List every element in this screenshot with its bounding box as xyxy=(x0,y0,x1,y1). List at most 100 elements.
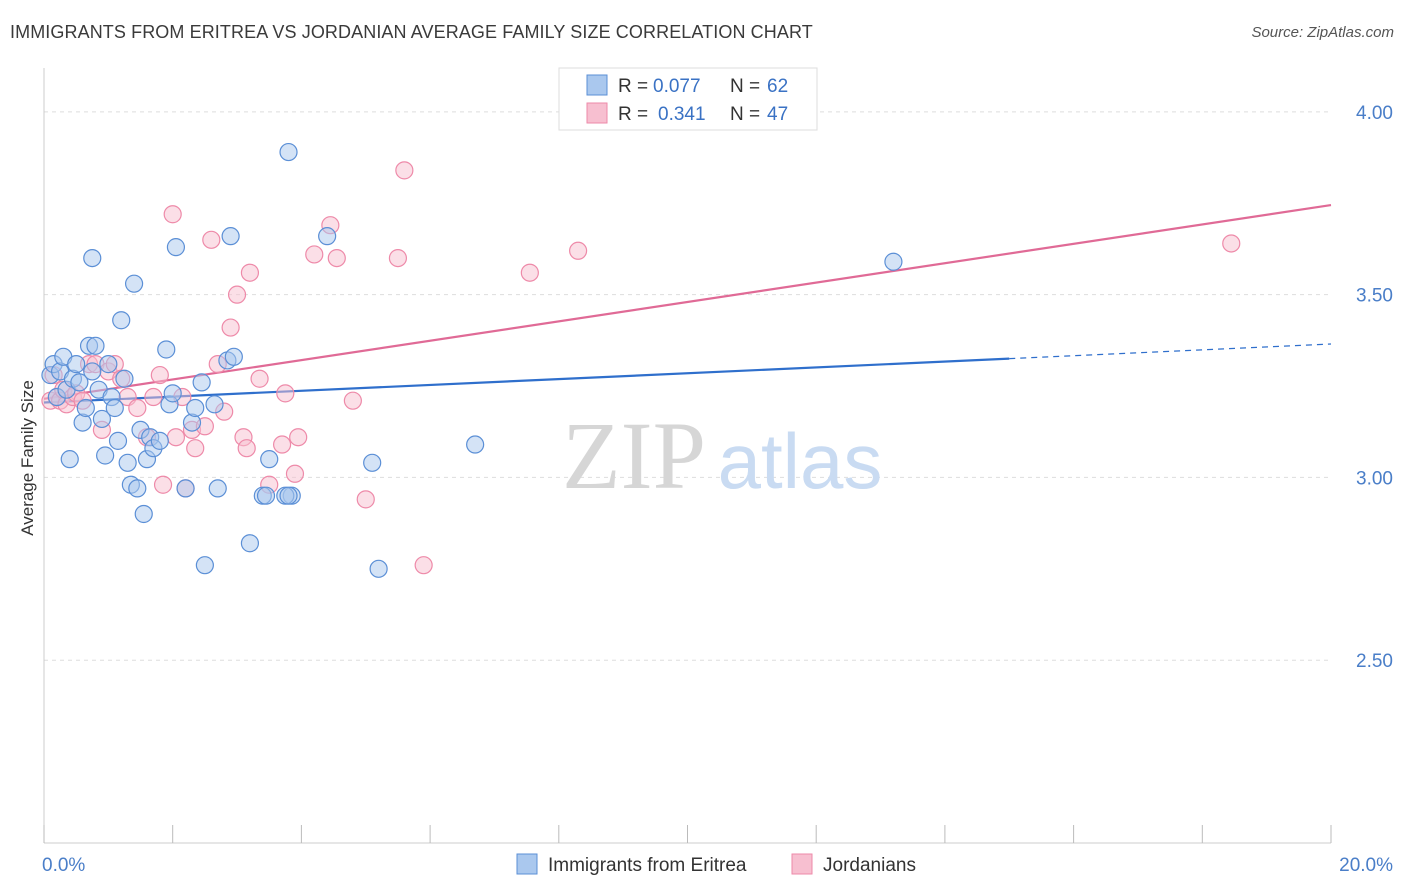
legend-swatch-jordanians xyxy=(586,102,608,124)
axes xyxy=(43,68,1332,844)
watermark: ZIP atlas xyxy=(562,402,882,509)
eritrea-point-18 xyxy=(83,248,102,268)
eritrea-point-21 xyxy=(105,398,124,418)
eritrea-point-30 xyxy=(134,504,153,524)
bottom-legend-swatch-eritrea xyxy=(516,853,538,875)
x-tick-label-0: 0.0% xyxy=(42,855,85,876)
legend-swatch-eritrea xyxy=(586,74,608,96)
eritrea-point-11 xyxy=(76,398,95,418)
eritrea-point-59 xyxy=(369,559,388,578)
y-tick-label-0: 2.50 xyxy=(1356,651,1393,672)
jordanian-point-50 xyxy=(520,263,539,282)
jordanian-point-16 xyxy=(128,398,147,418)
jordanian-point-18 xyxy=(144,387,163,407)
eritrea-point-43 xyxy=(195,556,214,575)
bottom-legend-label-jordanians: Jordanians xyxy=(823,855,916,876)
jordanian-point-52 xyxy=(1222,234,1241,253)
jordanian-point-35 xyxy=(240,263,260,282)
eritrea-point-52 xyxy=(256,486,276,505)
jordanian-point-21 xyxy=(163,205,182,224)
eritrea-point-23 xyxy=(112,311,131,330)
jordanian-point-49 xyxy=(414,556,433,575)
legend-r-label-eritrea: R = xyxy=(618,76,648,97)
y-tick-label-1: 3.00 xyxy=(1356,468,1393,489)
y-tick-label-3: 4.00 xyxy=(1356,103,1393,124)
eritrea-point-8 xyxy=(67,355,86,374)
jordanian-point-44 xyxy=(327,248,346,268)
eritrea-point-47 xyxy=(221,227,240,246)
y-tick-labels: 2.50 3.00 3.50 4.00 xyxy=(1356,103,1393,672)
eritrea-point-24 xyxy=(115,369,134,388)
jordanian-point-48 xyxy=(395,161,414,180)
jordanian-point-47 xyxy=(388,248,408,268)
eritrea-point-22 xyxy=(108,431,128,450)
eritrea-point-58 xyxy=(363,453,382,472)
eritrea-point-14 xyxy=(86,336,105,355)
eritrea-point-34 xyxy=(150,431,169,450)
jordanian-point-36 xyxy=(250,369,269,388)
legend-r-label-jordanians: R = xyxy=(618,104,648,125)
jordanian-point-45 xyxy=(343,391,362,410)
eritrea-point-60 xyxy=(466,435,485,454)
jordanian-point-34 xyxy=(237,439,256,458)
eritrea-point-25 xyxy=(118,453,137,472)
jordanian-point-32 xyxy=(227,285,247,304)
eritrea-point-16 xyxy=(92,409,112,429)
eritrea-point-48 xyxy=(224,347,243,366)
eritrea-point-61 xyxy=(884,252,903,271)
legend-r-value-jordanians: 0.341 xyxy=(658,104,706,125)
eritrea-point-55 xyxy=(279,486,298,505)
eritrea-trend-extension xyxy=(1009,343,1332,360)
watermark-atlas: atlas xyxy=(718,417,883,505)
eritrea-point-51 xyxy=(260,450,279,469)
stats-legend: R = 0.077 N = 62 R = 0.341 N = 47 xyxy=(558,67,818,131)
eritrea-point-41 xyxy=(186,398,205,418)
eritrea-point-35 xyxy=(157,340,176,359)
data-points xyxy=(41,142,1241,578)
bottom-legend-label-eritrea: Immigrants from Eritrea xyxy=(548,855,747,876)
jordanian-point-26 xyxy=(186,439,205,458)
eritrea-point-28 xyxy=(128,479,147,498)
jordanian-trend-line xyxy=(43,203,1332,400)
eritrea-point-19 xyxy=(99,355,118,374)
watermark-zip: ZIP xyxy=(562,402,706,509)
legend-n-value-jordanians: 47 xyxy=(767,104,788,125)
eritrea-point-17 xyxy=(96,446,115,465)
eritrea-point-56 xyxy=(279,142,298,162)
eritrea-point-13 xyxy=(83,362,102,381)
jordanian-point-46 xyxy=(356,490,375,509)
jordanian-point-39 xyxy=(276,384,295,403)
jordanian-point-20 xyxy=(153,475,173,494)
jordanian-point-42 xyxy=(305,245,324,264)
x-tick-label-1: 20.0% xyxy=(1339,855,1393,876)
y-tick-label-2: 3.50 xyxy=(1356,286,1393,307)
eritrea-point-38 xyxy=(166,238,186,257)
legend-n-label-eritrea: N = xyxy=(730,76,760,97)
eritrea-point-9 xyxy=(70,373,89,392)
eritrea-point-6 xyxy=(60,450,79,469)
grid-lines xyxy=(44,111,1331,661)
chart-source: Source: ZipAtlas.com xyxy=(1251,24,1394,41)
jordanian-point-19 xyxy=(150,365,169,385)
legend-r-value-eritrea: 0.077 xyxy=(653,76,701,97)
eritrea-point-57 xyxy=(318,227,337,246)
jordanian-point-22 xyxy=(166,428,186,447)
series-legend: Immigrants from Eritrea Jordanians xyxy=(516,853,916,876)
eritrea-point-27 xyxy=(124,274,144,293)
y-axis-label: Average Family Size xyxy=(18,380,37,536)
jordanian-point-41 xyxy=(289,428,308,447)
eritrea-trend-line xyxy=(43,357,1010,404)
bottom-legend-swatch-jordanians xyxy=(791,853,813,875)
jordanian-point-28 xyxy=(202,230,221,249)
eritrea-point-45 xyxy=(208,479,227,498)
legend-n-value-eritrea: 62 xyxy=(767,76,788,97)
eritrea-point-44 xyxy=(205,395,224,414)
chart-title: IMMIGRANTS FROM ERITREA VS JORDANIAN AVE… xyxy=(10,22,813,42)
jordanian-point-51 xyxy=(569,241,588,260)
jordanian-point-38 xyxy=(272,435,292,454)
jordanian-point-31 xyxy=(221,318,240,337)
eritrea-point-49 xyxy=(240,534,260,553)
x-tick-labels: 0.0% 20.0% xyxy=(42,855,1393,876)
eritrea-point-37 xyxy=(163,384,182,403)
